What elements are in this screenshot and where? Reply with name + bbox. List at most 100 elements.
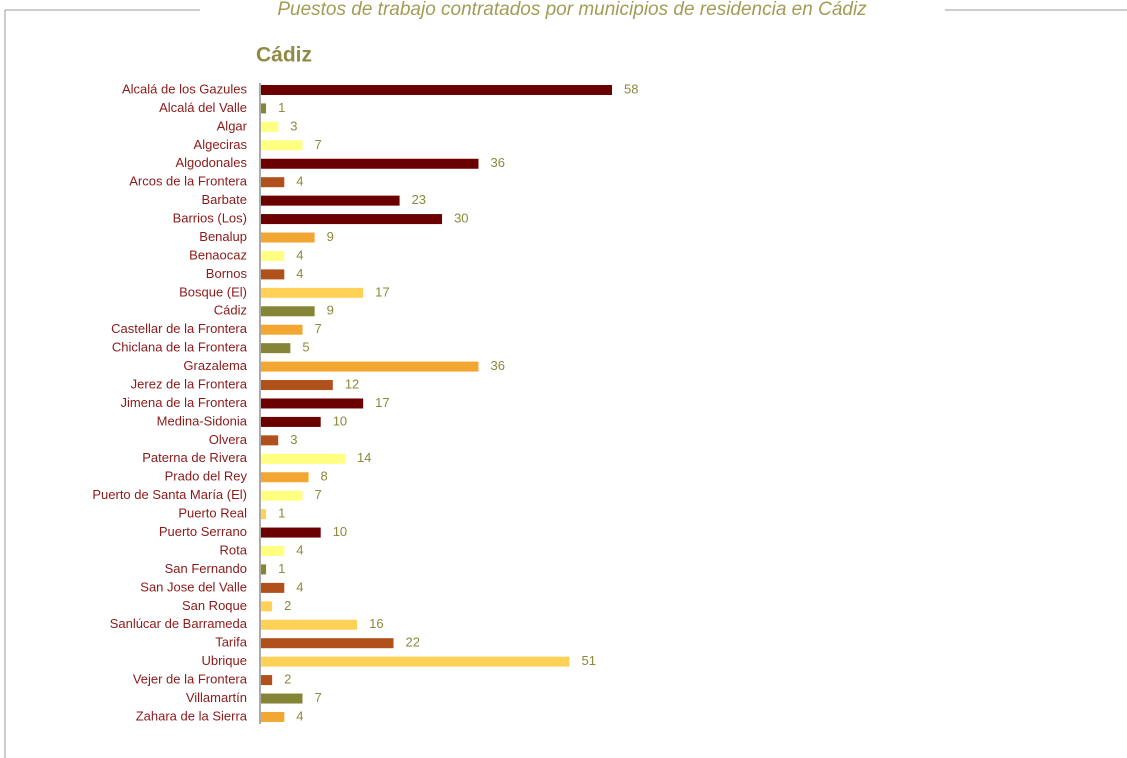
value-label: 1 — [278, 561, 285, 576]
bar — [261, 140, 303, 151]
bar — [261, 509, 267, 520]
bar — [261, 656, 570, 667]
category-label: Puerto Real — [178, 506, 247, 521]
bar — [261, 435, 279, 446]
category-label: San Roque — [182, 598, 247, 613]
category-label: Tarifa — [215, 635, 248, 650]
category-label: San Fernando — [165, 561, 247, 576]
bar — [261, 269, 285, 280]
value-label: 3 — [290, 432, 297, 447]
category-label: Cádiz — [214, 303, 247, 318]
category-label: Puerto Serrano — [159, 524, 247, 539]
category-label: Algar — [217, 118, 248, 133]
category-label: Jimena de la Frontera — [121, 395, 248, 410]
category-label: Villamartín — [186, 690, 247, 705]
value-label: 1 — [278, 100, 285, 115]
value-label: 8 — [321, 469, 328, 484]
value-label: 1 — [278, 506, 285, 521]
category-label: Barbate — [201, 192, 247, 207]
category-label: Grazalema — [183, 358, 247, 373]
category-label: Sanlúcar de Barrameda — [110, 616, 248, 631]
value-label: 7 — [314, 487, 321, 502]
bar — [261, 195, 400, 206]
category-label: Arcos de la Frontera — [129, 174, 248, 189]
value-label: 5 — [302, 340, 309, 355]
category-label: Chiclana de la Frontera — [112, 340, 248, 355]
value-label: 14 — [357, 450, 371, 465]
value-label: 17 — [375, 284, 389, 299]
bar — [261, 472, 309, 483]
bar — [261, 361, 479, 372]
category-label: San Jose del Valle — [140, 579, 247, 594]
value-label: 4 — [296, 247, 303, 262]
value-label: 7 — [314, 137, 321, 152]
bar — [261, 416, 321, 427]
category-label: Medina-Sidonia — [157, 413, 248, 428]
category-label: Puerto de Santa María (El) — [92, 487, 247, 502]
value-label: 23 — [412, 192, 426, 207]
bar — [261, 324, 303, 335]
category-label: Benalup — [199, 229, 247, 244]
value-label: 36 — [490, 155, 504, 170]
bar — [261, 177, 285, 188]
value-label: 9 — [327, 229, 334, 244]
category-label: Alcalá del Valle — [159, 100, 247, 115]
category-label: Olvera — [209, 432, 248, 447]
value-label: 2 — [284, 598, 291, 613]
value-label: 30 — [454, 211, 468, 226]
value-label: 36 — [490, 358, 504, 373]
bar — [261, 564, 267, 575]
category-label: Castellar de la Frontera — [111, 321, 248, 336]
value-label: 3 — [290, 118, 297, 133]
category-label: Barrios (Los) — [173, 211, 247, 226]
bar — [261, 232, 315, 243]
value-label: 16 — [369, 616, 383, 631]
bar — [261, 490, 303, 501]
category-label: Bornos — [206, 266, 248, 281]
value-label: 7 — [314, 690, 321, 705]
category-label: Paterna de Rivera — [142, 450, 248, 465]
bar — [261, 527, 321, 538]
category-label: Bosque (El) — [179, 284, 247, 299]
chart-title: Puestos de trabajo contratados por munic… — [277, 0, 867, 20]
bar — [261, 343, 291, 354]
category-label: Jerez de la Frontera — [131, 376, 248, 391]
bar — [261, 214, 443, 225]
value-label: 10 — [333, 413, 347, 428]
bar — [261, 601, 273, 612]
value-label: 17 — [375, 395, 389, 410]
category-label: Ubrique — [201, 653, 247, 668]
bar — [261, 158, 479, 169]
bar — [261, 103, 267, 114]
value-label: 58 — [624, 81, 638, 96]
category-label: Prado del Rey — [165, 469, 248, 484]
category-label: Algodonales — [175, 155, 247, 170]
value-label: 4 — [296, 708, 303, 723]
category-label: Rota — [220, 542, 248, 557]
value-label: 12 — [345, 376, 359, 391]
bar — [261, 380, 333, 391]
bar — [261, 453, 345, 464]
value-label: 10 — [333, 524, 347, 539]
value-label: 4 — [296, 174, 303, 189]
category-label: Zahara de la Sierra — [136, 708, 248, 723]
category-label: Algeciras — [194, 137, 248, 152]
value-label: 4 — [296, 579, 303, 594]
bar — [261, 287, 364, 298]
category-label: Alcalá de los Gazules — [122, 81, 248, 96]
bar — [261, 693, 303, 704]
value-label: 51 — [582, 653, 596, 668]
bar — [261, 711, 285, 722]
bar — [261, 306, 315, 317]
value-label: 2 — [284, 672, 291, 687]
bar — [261, 121, 279, 132]
chart-subtitle: Cádiz — [256, 44, 312, 67]
bar — [261, 582, 285, 593]
bar — [261, 398, 364, 409]
category-label: Benaocaz — [189, 247, 247, 262]
category-label: Vejer de la Frontera — [133, 672, 248, 687]
value-label: 22 — [406, 635, 420, 650]
bar — [261, 638, 394, 649]
bar — [261, 546, 285, 556]
